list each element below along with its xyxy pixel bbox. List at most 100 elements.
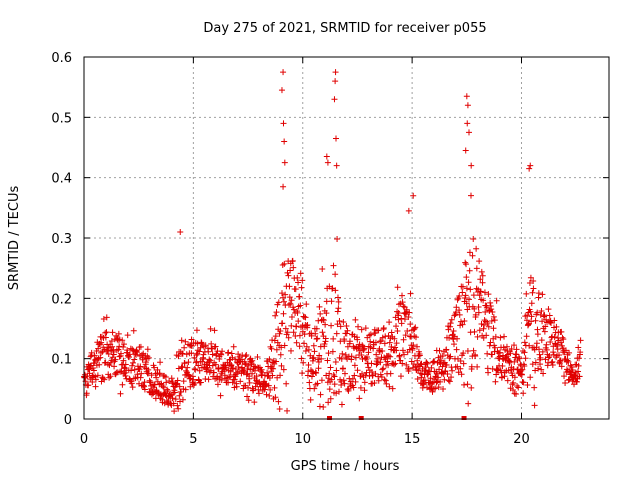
data-point — [232, 371, 239, 378]
data-point — [141, 383, 148, 390]
data-point — [407, 290, 414, 297]
data-point — [275, 398, 282, 405]
data-point — [394, 327, 401, 334]
data-point — [462, 295, 469, 302]
data-point — [277, 327, 284, 334]
data-point — [384, 358, 391, 365]
data-point — [481, 322, 488, 329]
chart-title: Day 275 of 2021, SRMTID for receiver p05… — [203, 21, 486, 36]
data-point — [397, 373, 404, 380]
data-point — [405, 366, 412, 373]
data-point — [191, 365, 198, 372]
data-point — [536, 346, 543, 353]
data-point — [298, 355, 305, 362]
data-point — [454, 363, 461, 370]
data-point — [333, 330, 340, 337]
data-point — [560, 336, 567, 343]
data-point — [310, 354, 317, 361]
data-point — [205, 376, 212, 383]
data-point — [460, 360, 467, 367]
data-point — [567, 362, 574, 369]
data-point — [446, 378, 453, 385]
data-point — [484, 350, 491, 357]
data-point — [281, 159, 288, 166]
data-point — [497, 367, 504, 374]
data-point — [335, 305, 342, 312]
data-point — [307, 396, 314, 403]
data-point — [84, 366, 91, 373]
data-point — [116, 343, 123, 350]
data-point — [471, 305, 478, 312]
data-point — [447, 353, 454, 360]
data-point — [124, 332, 131, 339]
data-point — [111, 363, 118, 370]
data-point — [212, 361, 219, 368]
data-point — [83, 390, 90, 397]
data-point — [343, 322, 350, 329]
data-point — [244, 393, 251, 400]
data-point — [522, 355, 529, 362]
data-point — [241, 368, 248, 375]
data-point — [519, 366, 526, 373]
data-point — [156, 371, 163, 378]
data-point — [378, 337, 385, 344]
data-point — [401, 351, 408, 358]
data-point — [393, 340, 400, 347]
data-point — [369, 372, 376, 379]
data-point — [186, 372, 193, 379]
data-point — [528, 300, 535, 307]
data-point — [372, 370, 379, 377]
data-point — [176, 392, 183, 399]
x-tick-label: 5 — [189, 432, 197, 447]
data-point — [193, 327, 200, 334]
data-point — [297, 302, 304, 309]
data-point — [492, 378, 499, 385]
data-point — [520, 390, 527, 397]
data-point — [233, 383, 240, 390]
data-point — [188, 350, 195, 357]
data-point — [399, 299, 406, 306]
data-point — [288, 314, 295, 321]
gap-marker — [327, 416, 332, 420]
data-point — [193, 352, 200, 358]
data-point — [446, 334, 453, 341]
data-point — [354, 336, 361, 343]
data-point — [481, 289, 488, 296]
data-point — [472, 352, 479, 359]
data-point — [174, 377, 181, 384]
data-point — [456, 293, 463, 300]
data-point — [292, 286, 299, 293]
data-point — [382, 377, 389, 384]
data-point — [456, 311, 463, 318]
data-point — [495, 350, 502, 357]
data-point — [511, 342, 518, 349]
data-point — [312, 369, 319, 376]
data-point — [89, 378, 96, 385]
data-point — [321, 340, 328, 347]
data-point — [336, 317, 343, 324]
data-point — [105, 351, 112, 358]
data-point — [128, 380, 135, 387]
data-point — [285, 301, 292, 308]
data-point — [128, 367, 135, 374]
data-point — [245, 397, 252, 404]
data-point — [202, 342, 209, 349]
data-point — [293, 323, 300, 330]
data-point — [280, 120, 287, 127]
data-point — [131, 366, 138, 373]
data-point — [478, 321, 485, 328]
data-point — [373, 351, 380, 358]
data-point — [392, 344, 399, 351]
data-point — [539, 291, 546, 298]
data-point — [491, 344, 498, 351]
data-point — [319, 265, 326, 272]
data-point — [565, 358, 572, 365]
data-point — [476, 258, 483, 265]
data-point — [174, 380, 181, 387]
data-point — [304, 321, 311, 328]
data-point — [447, 323, 454, 330]
data-point — [235, 351, 242, 358]
data-point — [196, 348, 203, 355]
data-point — [250, 387, 257, 394]
